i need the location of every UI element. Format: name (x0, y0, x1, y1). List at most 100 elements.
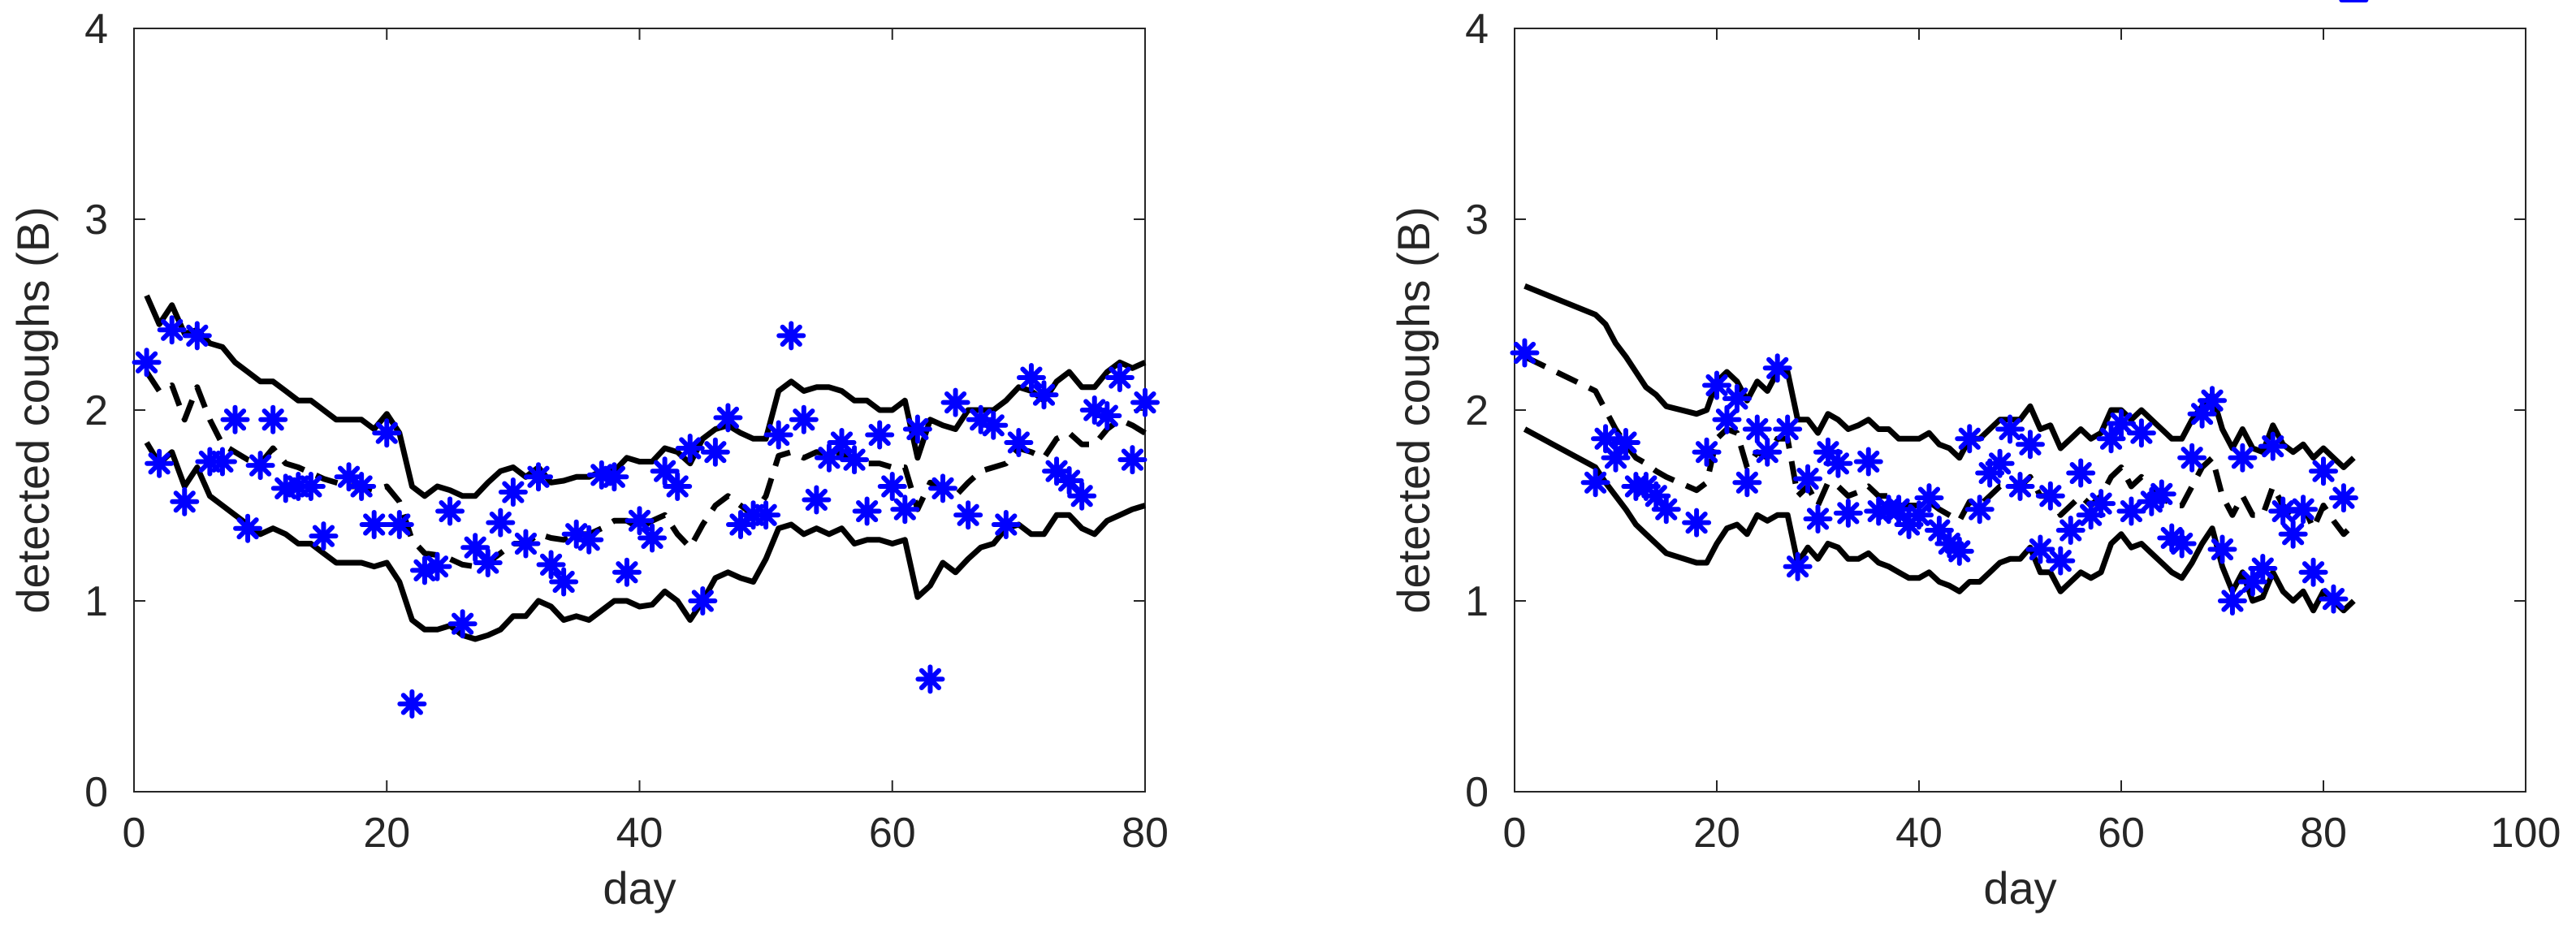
data-point-asterisk (1510, 338, 1540, 368)
data-point-asterisk (713, 403, 743, 433)
asterisk-stroke (2039, 485, 2062, 508)
data-point-asterisk (2146, 479, 2176, 509)
lower-bound-line (1523, 426, 2356, 614)
data-point-asterisk (1985, 448, 2015, 478)
data-point-asterisk (207, 447, 237, 477)
data-point-asterisk (700, 437, 730, 467)
data-point-asterisk (2005, 472, 2035, 501)
y-tick-label: 4 (1465, 6, 1489, 53)
asterisk-stroke (2150, 482, 2173, 506)
data-point-asterisk (233, 513, 263, 543)
x-tick-label: 40 (616, 810, 663, 857)
asterisk-stroke (2120, 499, 2143, 523)
data-point-asterisk (1823, 448, 1853, 478)
mean-dashed-line (1523, 354, 2356, 538)
asterisk-stroke (1756, 441, 1779, 464)
x-tick-label: 80 (2300, 810, 2347, 857)
data-point-asterisk (2298, 557, 2328, 587)
asterisk-stroke (2090, 492, 2112, 515)
data-point-asterisk (2055, 516, 2085, 546)
data-point-asterisk (890, 495, 920, 525)
asterisk-stroke (1134, 391, 1156, 414)
asterisk-stroke (1614, 431, 1637, 454)
asterisk-stroke (679, 437, 702, 460)
y-tick-label: 2 (84, 387, 108, 434)
asterisk-stroke (1655, 498, 1678, 521)
data-point-asterisk (1712, 404, 1742, 434)
data-point-asterisk (1067, 481, 1097, 511)
asterisk-stroke (2251, 557, 2274, 580)
asterisk-stroke (1908, 503, 1930, 526)
data-point-asterisk (2167, 529, 2197, 559)
x-tick-label: 20 (363, 810, 410, 857)
asterisk-stroke (1826, 452, 1850, 475)
asterisk-stroke (2221, 590, 2244, 612)
data-point-asterisk (1692, 437, 1722, 467)
asterisk-stroke (666, 475, 689, 498)
data-point-asterisk (612, 557, 642, 587)
asterisk-stroke (1604, 447, 1627, 469)
asterisk-stroke (767, 423, 790, 447)
data-point-asterisk (1580, 468, 1610, 498)
asterisk-stroke (1746, 417, 1769, 441)
data-point-asterisk (2217, 586, 2247, 616)
asterisk-stroke (2262, 435, 2284, 458)
data-point-asterisk (1130, 387, 1160, 417)
asterisk-stroke (2008, 475, 2032, 498)
data-point-asterisk (688, 586, 718, 616)
asterisk-stroke (452, 612, 474, 635)
asterisk-stroke (1513, 341, 1537, 365)
data-point-asterisk (2258, 431, 2288, 461)
data-point-asterisk (2198, 386, 2228, 416)
data-point-asterisk (663, 472, 693, 501)
data-point-asterisk (245, 451, 275, 481)
data-point-asterisk (2046, 546, 2076, 576)
data-point-asterisk (384, 510, 414, 539)
asterisk-stroke (439, 499, 461, 523)
data-point-asterisk (486, 508, 516, 538)
data-point-asterisk (359, 510, 389, 539)
data-point-asterisk (1995, 414, 2025, 444)
data-point-asterisk (2278, 519, 2308, 549)
asterisk-stroke (489, 512, 512, 534)
asterisk-stroke (1796, 467, 1819, 490)
data-point-asterisk (1793, 464, 1823, 494)
asterisk-stroke (1645, 485, 1667, 508)
asterisk-stroke (1007, 431, 1030, 454)
asterisk-stroke (2019, 433, 2042, 456)
asterisk-stroke (2332, 486, 2355, 509)
y-tick-label: 3 (84, 197, 108, 244)
y-tick-label: 1 (84, 578, 108, 625)
data-point-asterisk (1732, 468, 1762, 498)
asterisk-stroke (1594, 427, 1617, 450)
data-point-asterisk (145, 448, 175, 478)
y-tick-label: 2 (1465, 387, 1489, 434)
data-point-asterisk (511, 529, 541, 559)
asterisk-stroke (918, 667, 942, 690)
data-point-asterisk (536, 550, 566, 580)
data-point-asterisk (397, 689, 427, 719)
asterisk-stroke (716, 406, 740, 430)
asterisk-stroke (300, 475, 322, 498)
asterisk-stroke (2211, 538, 2234, 561)
asterisk-stroke (1032, 383, 1056, 406)
asterisk-stroke (2029, 538, 2052, 561)
asterisk-stroke (565, 523, 588, 546)
data-point-asterisk (2107, 408, 2136, 438)
data-point-asterisk (2319, 584, 2349, 614)
asterisk-stroke (1928, 519, 1951, 542)
data-point-asterisk (220, 404, 250, 434)
data-point-asterisk (979, 410, 1009, 440)
asterisk-stroke (2110, 412, 2133, 435)
asterisk-stroke (2302, 561, 2325, 584)
x-tick-label: 80 (1122, 810, 1169, 857)
asterisk-stroke (527, 465, 550, 488)
asterisk-stroke (1058, 469, 1081, 492)
asterisk-stroke (236, 517, 259, 540)
asterisk-stroke (1958, 427, 1981, 450)
asterisk-stroke (2292, 498, 2315, 521)
asterisk-stroke (1070, 485, 1093, 508)
asterisk-stroke (881, 475, 904, 498)
asterisk-stroke (868, 423, 891, 447)
asterisk-stroke (2271, 499, 2294, 523)
